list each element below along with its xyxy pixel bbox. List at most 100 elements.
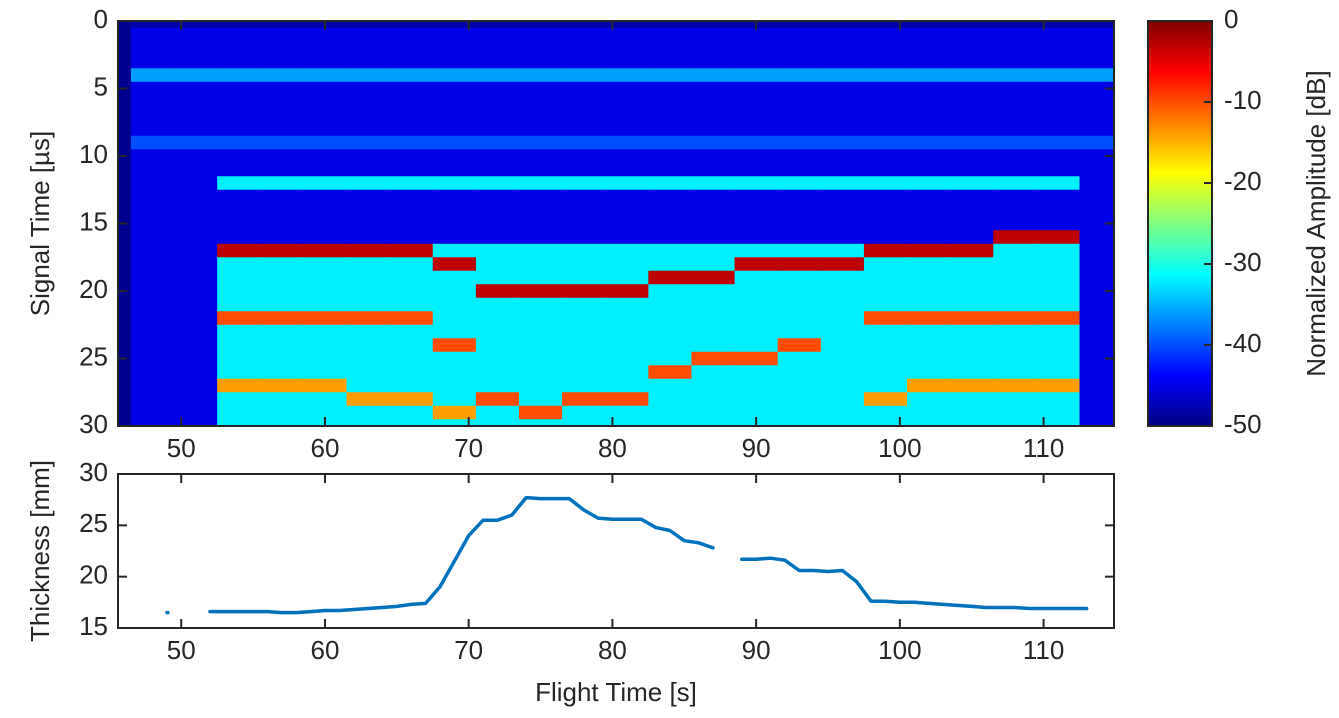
colorbar-tick-label: -50 [1224,409,1262,439]
heat-cell [993,311,1037,326]
heat-cell [907,351,951,366]
heat-cell [950,176,994,191]
heat-cell [432,95,477,110]
heat-cell [734,230,779,245]
heat-cell [993,378,1037,393]
heat-cell [389,392,434,407]
heat-cell [863,243,908,258]
heat-cell [260,149,304,164]
heat-cell [863,68,908,83]
heat-cell [734,257,779,272]
heat-cell [217,351,261,366]
heat-cell [389,351,434,366]
heat-cell [820,365,865,380]
heat-cell [605,54,649,69]
heat-cell [260,21,304,29]
heat-cell [389,81,434,96]
heat-cell [907,324,951,339]
axes-box [117,473,1115,629]
heat-cell [863,203,908,218]
heat-cell [777,108,822,123]
heat-cell [1079,392,1114,407]
heat-cell [518,122,563,137]
heat-cell [907,68,951,83]
heat-cell [907,378,951,393]
heat-cell [907,270,951,285]
heat-cell [950,189,994,204]
heat-cell [432,41,477,56]
x-axis-label: Flight Time [s] [535,677,697,707]
heat-cell [303,365,348,380]
heat-cell [1079,203,1114,218]
heat-cell [691,270,736,285]
heat-cell [260,270,304,285]
heat-cell [518,243,563,258]
y-tick-label: 0 [94,4,108,34]
heat-cell [562,108,606,123]
heat-cell [777,338,822,353]
heat-cell [605,216,649,231]
heat-cell [432,27,477,42]
heat-cell [993,27,1037,42]
heat-cell [303,27,348,42]
heat-cell [562,324,606,339]
heat-cell [432,162,477,177]
heat-cell [475,351,520,366]
heat-cell [907,297,951,312]
heat-cell [562,27,606,42]
heat-cell [260,419,304,426]
heat-cell [691,21,736,29]
heat-cell [648,54,692,69]
heat-cell [605,41,649,56]
heat-cell [432,311,477,326]
heat-cell [475,203,520,218]
heat-cell [174,135,218,150]
heat-cell [346,216,391,231]
heat-cell [820,324,865,339]
heat-cell [130,284,175,299]
heat-cell [346,378,391,393]
heat-cell [174,176,218,191]
heat-cell [518,311,563,326]
heat-cell [691,216,736,231]
heat-cell [993,54,1037,69]
heat-cell [648,41,692,56]
heat-cell [346,230,391,245]
heat-cell [1036,176,1081,191]
heat-cell [518,108,563,123]
heat-cell [820,284,865,299]
heat-cell [260,311,304,326]
heat-cell [475,41,520,56]
heat-cell [130,68,175,83]
heat-cell [217,95,261,110]
x-tick-label: 110 [1023,635,1064,665]
heat-cell [130,149,175,164]
heat-cell [863,284,908,299]
heat-cell [174,392,218,407]
heat-cell [734,365,779,380]
heat-cell [303,41,348,56]
heat-cell [1036,21,1081,29]
heat-cell [648,392,692,407]
heat-cell [907,95,951,110]
heat-cell [605,338,649,353]
heat-cell [475,284,520,299]
heat-cell [130,230,175,245]
heat-cell [1036,189,1081,204]
colorbar-tick-label: -40 [1224,328,1262,358]
heat-cell [734,108,779,123]
axes-box [117,20,1115,427]
heat-cell [691,135,736,150]
heat-cell [950,284,994,299]
heat-cell [1036,122,1081,137]
heat-cell [346,135,391,150]
heat-cell [389,21,434,29]
heat-cell [1036,338,1081,353]
heat-cell [820,122,865,137]
heat-cell [518,81,563,96]
heat-cell [605,149,649,164]
heat-cell [217,270,261,285]
heat-cell [734,95,779,110]
heat-cell [475,27,520,42]
heat-cell [432,324,477,339]
